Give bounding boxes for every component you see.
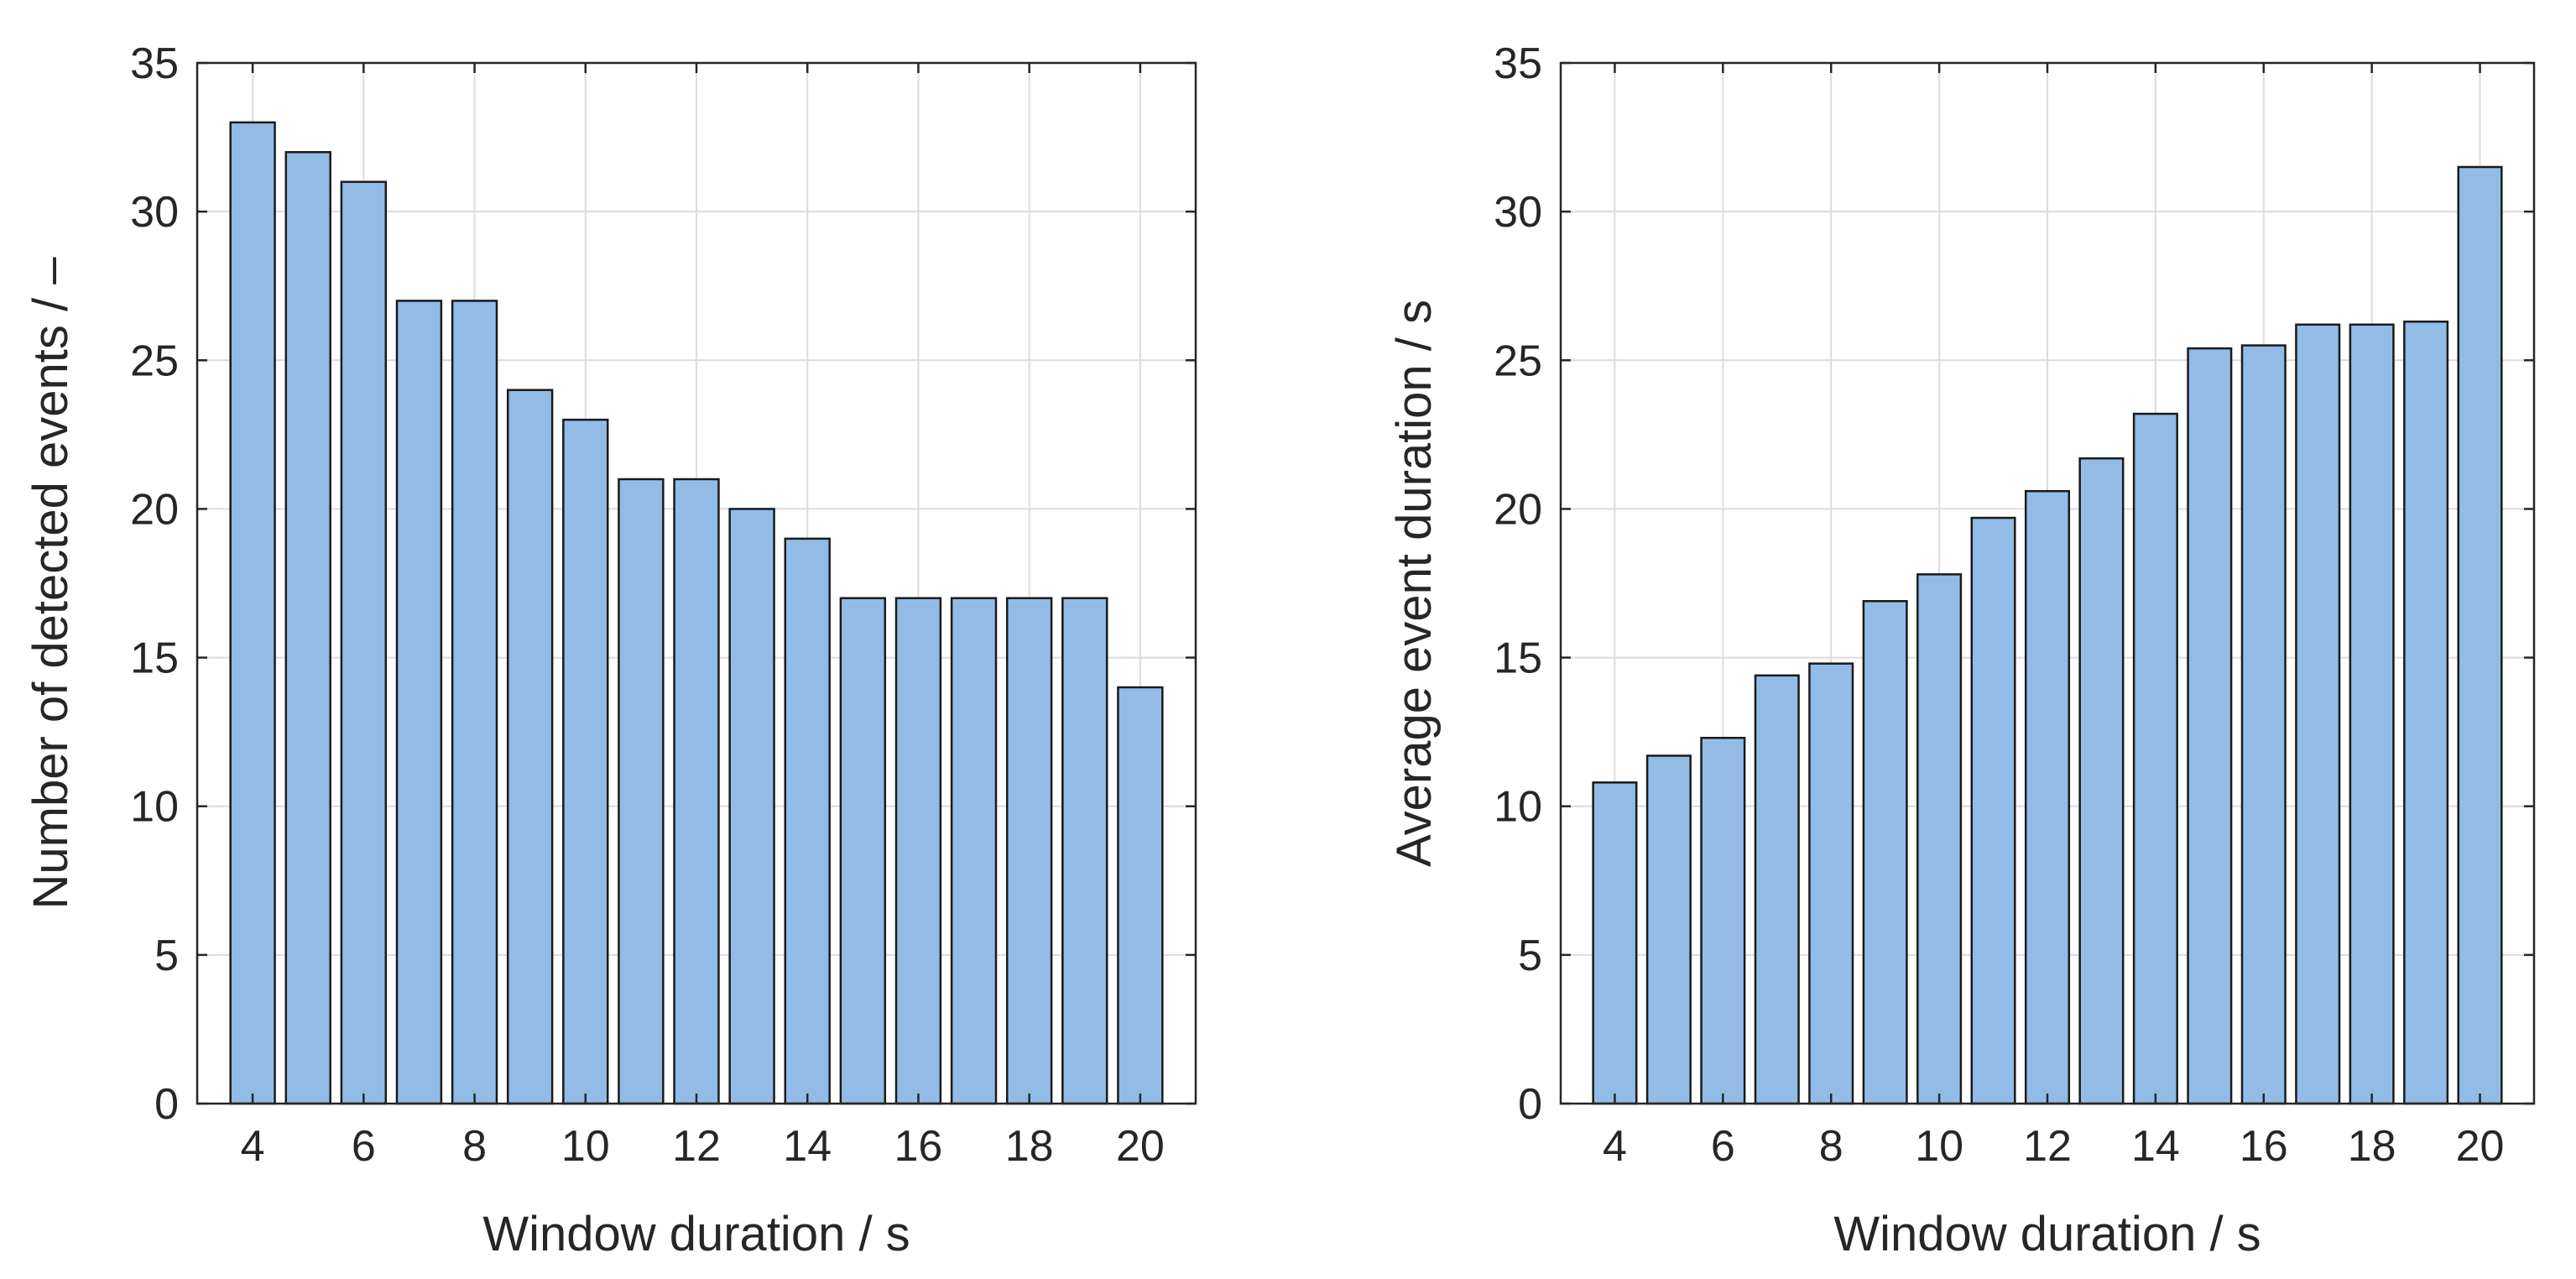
- chart-right-xtick-label: 18: [2348, 1122, 2396, 1171]
- chart-right-bar: [2240, 344, 2287, 1105]
- chart-left-xtick-label: 18: [1005, 1122, 1054, 1171]
- chart-left-ylabel: Number of detected events / –: [23, 257, 78, 910]
- chart-left-ytick-label: 10: [130, 783, 179, 832]
- chart-right-bar: [2132, 412, 2178, 1105]
- chart-left-bar: [784, 537, 831, 1105]
- chart-right-bar: [1808, 662, 1854, 1105]
- chart-right-bar: [2295, 323, 2341, 1105]
- chart-left-xtick-label: 16: [894, 1122, 943, 1171]
- chart-left-bar: [284, 151, 331, 1105]
- chart-right-bar: [2457, 165, 2503, 1105]
- chart-left-bar: [562, 418, 609, 1105]
- chart-right-bar: [2078, 457, 2125, 1105]
- chart-right-xlabel: Window duration / s: [1833, 1207, 2261, 1261]
- chart-left-xtick-label: 20: [1116, 1122, 1165, 1171]
- chart-left-xtick-label: 10: [561, 1122, 610, 1171]
- chart-right-bar: [1645, 754, 1692, 1105]
- chart-right-xtick-label: 10: [1915, 1122, 1963, 1171]
- chart-right-ylabel: Average event duration / s: [1387, 300, 1442, 867]
- chart-left-xtick-label: 8: [462, 1122, 487, 1171]
- chart-left-bar: [1005, 597, 1053, 1105]
- chart-right-xtick-label: 16: [2240, 1122, 2288, 1171]
- chart-right-ytick-label: 20: [1494, 485, 1542, 534]
- chart-left-bar: [506, 389, 554, 1105]
- chart-right-ytick-label: 10: [1494, 783, 1542, 832]
- chart-right-bar: [1862, 600, 1908, 1105]
- chart-left-bar: [950, 597, 998, 1105]
- chart-right-bar: [1754, 674, 1800, 1105]
- chart-right-ytick-label: 15: [1494, 634, 1542, 683]
- chart-right-bar: [1970, 516, 2016, 1105]
- chart-left-bar: [1061, 597, 1108, 1105]
- chart-left-bar: [673, 478, 720, 1105]
- chart-left-bar: [894, 597, 942, 1105]
- chart-right-xtick-label: 8: [1819, 1122, 1843, 1171]
- chart-right-bar: [2403, 320, 2449, 1105]
- chart-right-bar: [1592, 781, 1638, 1105]
- chart-right-ytick-label: 5: [1518, 932, 1542, 980]
- chart-left-panel: 4 6 8 10 12 14 16 18 20 0 5 10 15 20 25 30 35 Window dura…: [23, 39, 1197, 1261]
- chart-left: 4 6 8 10 12 14 16 18 20 0 5 10 15 20 25 30 35 Window dura…: [23, 39, 1197, 1261]
- chart-right: 4 6 8 10 12 14 16 18 20 0 5 10 15 20 25 30 35 Window dura…: [1387, 39, 2536, 1261]
- chart-right-bar: [1700, 736, 1746, 1105]
- chart-right-panel: 4 6 8 10 12 14 16 18 20 0 5 10 15 20 25 30 35 Window dura…: [1309, 0, 2576, 1279]
- chart-right-bar: [2349, 323, 2395, 1105]
- chart-left-ytick-label: 15: [130, 634, 179, 683]
- chart-right-xtick-label: 14: [2131, 1122, 2180, 1171]
- chart-left-ytick-label: 30: [130, 188, 179, 237]
- chart-right-ytick-label: 0: [1518, 1080, 1542, 1129]
- chart-right-xtick-label: 12: [2023, 1122, 2072, 1171]
- chart-left-ytick-label: 5: [154, 932, 179, 980]
- chart-left-xtick-label: 14: [783, 1122, 832, 1171]
- chart-left-ytick-label: 25: [130, 337, 179, 385]
- chart-right-bar: [2187, 347, 2233, 1105]
- chart-right-xtick-label: 20: [2456, 1122, 2505, 1171]
- chart-right-ytick-label: 35: [1494, 39, 1542, 88]
- chart-left-bar: [1117, 686, 1164, 1105]
- chart-left-xtick-label: 12: [672, 1122, 721, 1171]
- chart-left-xlabel: Window duration / s: [482, 1207, 910, 1261]
- chart-left-ytick-label: 0: [154, 1080, 179, 1129]
- chart-left-ytick-label: 35: [130, 39, 179, 88]
- chart-left-bar: [395, 300, 443, 1105]
- chart-left-bar: [728, 508, 775, 1105]
- chart-left-ytick-label: 20: [130, 485, 179, 534]
- chart-right-ytick-label: 30: [1494, 188, 1542, 237]
- chart-right-bar: [2024, 489, 2071, 1105]
- chart-left-bar: [340, 180, 388, 1105]
- chart-right-xtick-label: 4: [1603, 1122, 1627, 1171]
- chart-right-ytick-label: 25: [1494, 337, 1542, 385]
- chart-left-xtick-label: 4: [241, 1122, 265, 1171]
- chart-right-bar: [1916, 573, 1963, 1105]
- chart-left-bar: [229, 121, 276, 1105]
- chart-left-bar: [451, 300, 498, 1105]
- chart-left-xtick-label: 6: [352, 1122, 376, 1171]
- chart-left-bar: [839, 597, 887, 1105]
- chart-right-xtick-label: 6: [1711, 1122, 1735, 1171]
- chart-left-bar: [618, 478, 665, 1105]
